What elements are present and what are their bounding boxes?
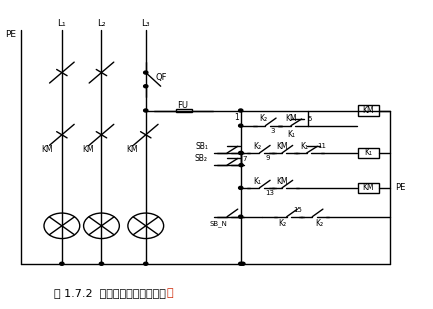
Text: PE: PE (5, 30, 16, 39)
Circle shape (239, 186, 243, 189)
Circle shape (239, 262, 243, 265)
Circle shape (239, 215, 243, 218)
Text: K₁: K₁ (253, 177, 262, 186)
Text: KM: KM (363, 106, 374, 115)
Bar (175, 108, 192, 112)
Circle shape (239, 109, 243, 112)
Text: 15: 15 (293, 207, 302, 213)
Text: K₂: K₂ (278, 219, 287, 228)
Text: 5: 5 (308, 116, 312, 122)
Text: K₁: K₁ (287, 130, 295, 139)
Text: KM: KM (285, 115, 297, 124)
Circle shape (241, 262, 245, 265)
Text: 9: 9 (266, 155, 270, 161)
Text: K₁: K₁ (301, 142, 309, 151)
Text: KM: KM (82, 146, 94, 154)
Bar (358, 105, 379, 116)
Circle shape (239, 124, 243, 127)
Text: KM: KM (276, 142, 288, 151)
Circle shape (239, 151, 243, 154)
Text: KM: KM (276, 177, 288, 186)
Text: 图: 图 (166, 289, 173, 298)
Circle shape (99, 262, 103, 265)
Bar (358, 183, 379, 193)
Text: KM: KM (126, 146, 138, 154)
Text: K₁: K₁ (365, 149, 372, 158)
Text: SB₁: SB₁ (195, 142, 208, 151)
Text: L₃: L₃ (142, 19, 150, 28)
Circle shape (239, 163, 243, 167)
Text: QF: QF (155, 73, 167, 82)
Circle shape (144, 109, 148, 112)
Circle shape (60, 262, 64, 265)
Text: K₂: K₂ (316, 219, 323, 228)
Text: FU: FU (177, 100, 188, 109)
Text: PE: PE (395, 183, 405, 193)
Text: 3: 3 (271, 128, 275, 134)
Circle shape (239, 151, 243, 154)
Text: 1: 1 (234, 113, 239, 122)
Text: L₁: L₁ (58, 19, 66, 28)
Text: K₂: K₂ (259, 115, 267, 124)
Text: SB₂: SB₂ (195, 154, 208, 163)
Text: K₂: K₂ (253, 142, 262, 151)
Circle shape (144, 85, 148, 88)
Circle shape (144, 71, 148, 74)
Text: 13: 13 (265, 190, 274, 196)
Text: L₂: L₂ (97, 19, 106, 28)
Text: KM: KM (363, 183, 374, 193)
Text: 11: 11 (317, 143, 326, 149)
Text: KM: KM (41, 146, 53, 154)
Text: 7: 7 (242, 156, 247, 162)
Bar (358, 148, 379, 158)
Text: 图 1.7.2  多处开关控制系统电路: 图 1.7.2 多处开关控制系统电路 (54, 289, 166, 298)
Text: SB_N: SB_N (210, 220, 227, 227)
Circle shape (144, 262, 148, 265)
